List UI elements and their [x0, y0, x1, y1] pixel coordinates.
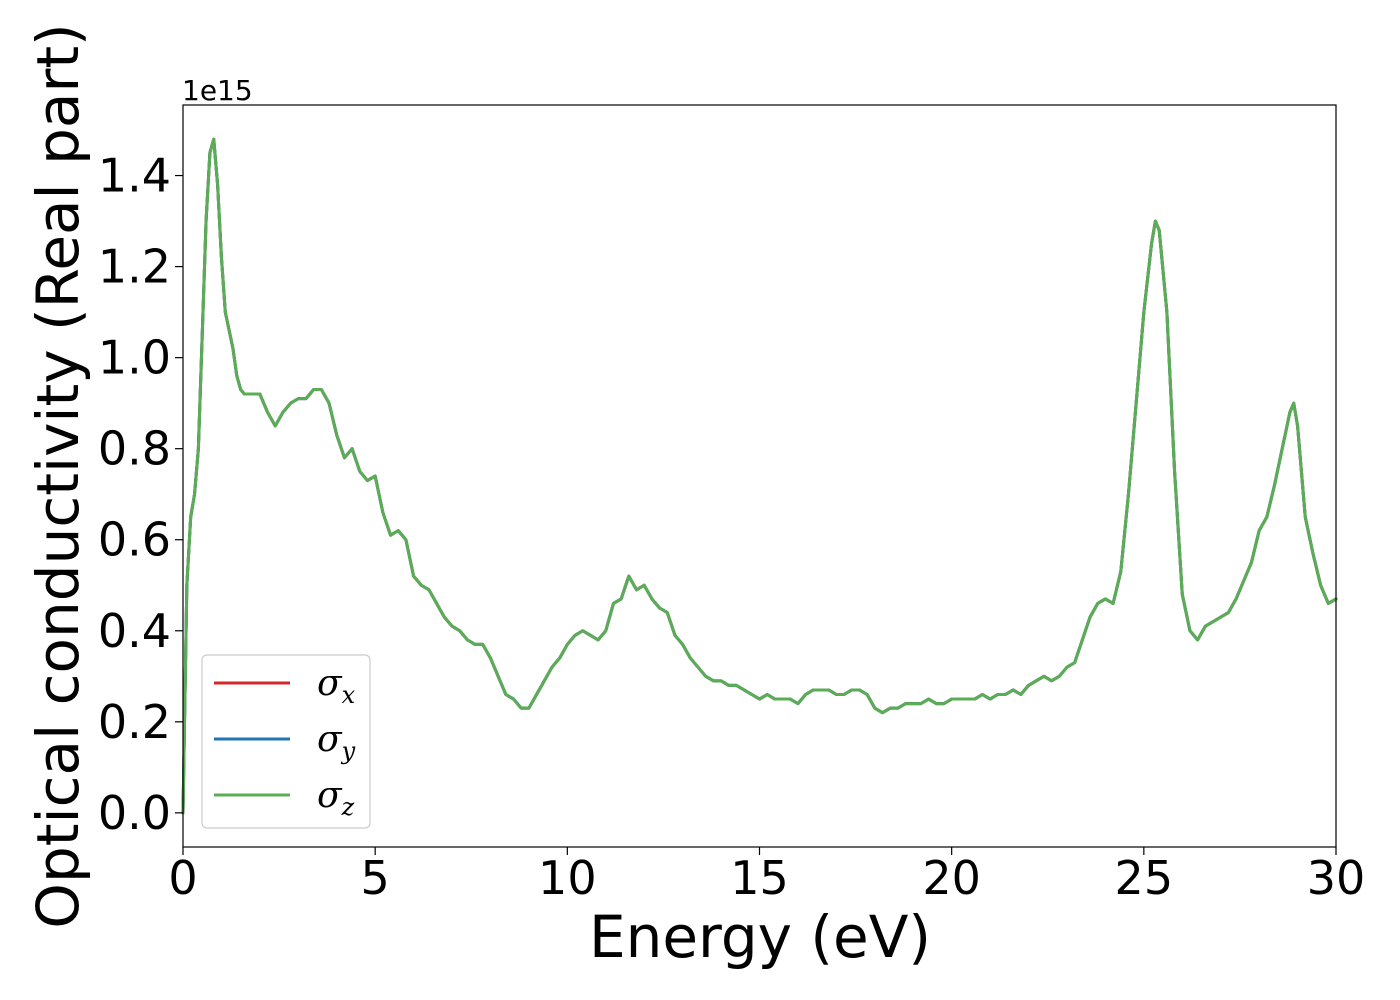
x-tick-label: 25: [1115, 851, 1174, 905]
x-tick-label: 20: [922, 851, 981, 905]
y-axis-title: Optical conductivity (Real part): [24, 23, 92, 928]
y-tick-label: 1.2: [98, 240, 171, 294]
x-tick-label: 15: [730, 851, 789, 905]
y-axis: 0.0 0.2 0.4 0.6 0.8 1.0 1.2 1.4: [98, 149, 183, 840]
x-axis: 0 5 10 15 20 25 30: [168, 847, 1365, 905]
x-tick-label: 0: [168, 851, 197, 905]
x-axis-title: Energy (eV): [589, 903, 931, 971]
series-line-z: [181, 137, 1338, 815]
y-tick-label: 0.2: [98, 695, 171, 749]
y-axis-offset-label: 1e15: [182, 74, 253, 107]
legend-box: [201, 654, 371, 829]
y-tick-label: 1.4: [98, 149, 171, 203]
series-layer: [181, 137, 1338, 815]
legend: σx σy σz: [201, 654, 371, 829]
x-tick-label: 10: [538, 851, 597, 905]
y-tick-label: 1.0: [98, 331, 171, 385]
x-tick-label: 5: [361, 851, 390, 905]
x-tick-label: 30: [1307, 851, 1366, 905]
y-tick-label: 0.0: [98, 786, 171, 840]
legend-label: σz: [317, 775, 355, 821]
legend-label: σy: [317, 719, 356, 765]
y-tick-label: 0.8: [98, 422, 171, 476]
y-tick-label: 0.6: [98, 513, 171, 567]
legend-label: σx: [317, 663, 356, 709]
y-tick-label: 0.4: [98, 604, 171, 658]
